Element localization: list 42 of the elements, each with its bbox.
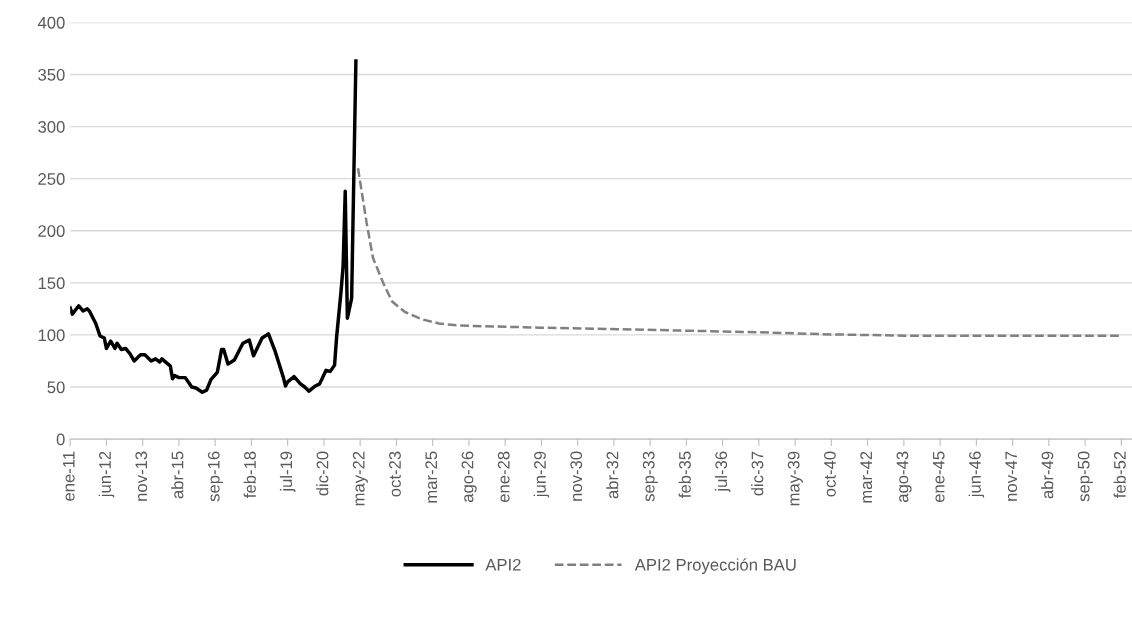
x-tick-label: ene-11 [63,451,75,501]
x-tick-label: mar-25 [425,451,438,503]
y-tick-label: 300 [38,121,65,133]
x-tick-label: mar-42 [860,451,873,503]
x-tick-label: nov-30 [570,451,583,501]
x-tick-label: feb-18 [243,451,256,498]
y-tick-label: 50 [47,381,65,394]
y-tick-label: 0 [56,433,65,446]
x-tick-label: abr-32 [606,451,619,499]
x-tick-label: oct-40 [824,451,836,497]
line-series [70,59,358,394]
x-tick-label: ene-28 [497,451,510,503]
y-tick-label: 400 [37,16,65,29]
x-tick-label: ago-26 [461,451,477,503]
x-tick-label: sep-16 [207,451,223,502]
x-tick-label: nov-47 [1005,451,1018,501]
x-tick-label: jun-46 [968,451,985,498]
x-tick-label: jun-12 [98,451,115,498]
x-tick-label: may-39 [787,451,803,506]
legend-label: API2 Proyección BAU [634,558,796,574]
x-tick-label: jul-19 [279,451,296,493]
x-tick-label: abr-15 [171,451,184,499]
x-tick-label: feb-52 [1113,451,1126,498]
y-tick-label: 350 [38,68,65,81]
y-tick-label: 100 [38,329,65,342]
x-tick-label: ene-45 [932,451,945,503]
x-tick-label: dic-20 [316,451,329,496]
x-tick-label: dic-37 [751,451,764,496]
x-tick-label: feb-35 [678,451,691,498]
x-tick-label: sep-50 [1077,451,1093,502]
x-tick-label: abr-49 [1041,451,1054,499]
x-tick-label: ago-43 [896,451,912,503]
x-tick-label: jun-29 [533,451,550,498]
x-tick-label: sep-33 [642,451,658,502]
x-tick-label: oct-23 [389,451,401,497]
y-tick-label: 150 [38,277,65,290]
y-tick-label: 200 [38,225,65,237]
legend-label: API2 [485,558,521,571]
x-tick-label: jul-36 [714,451,731,493]
y-tick-label: 250 [38,173,65,185]
x-tick-label: nov-13 [135,451,148,501]
x-tick-label: may-22 [352,451,368,506]
